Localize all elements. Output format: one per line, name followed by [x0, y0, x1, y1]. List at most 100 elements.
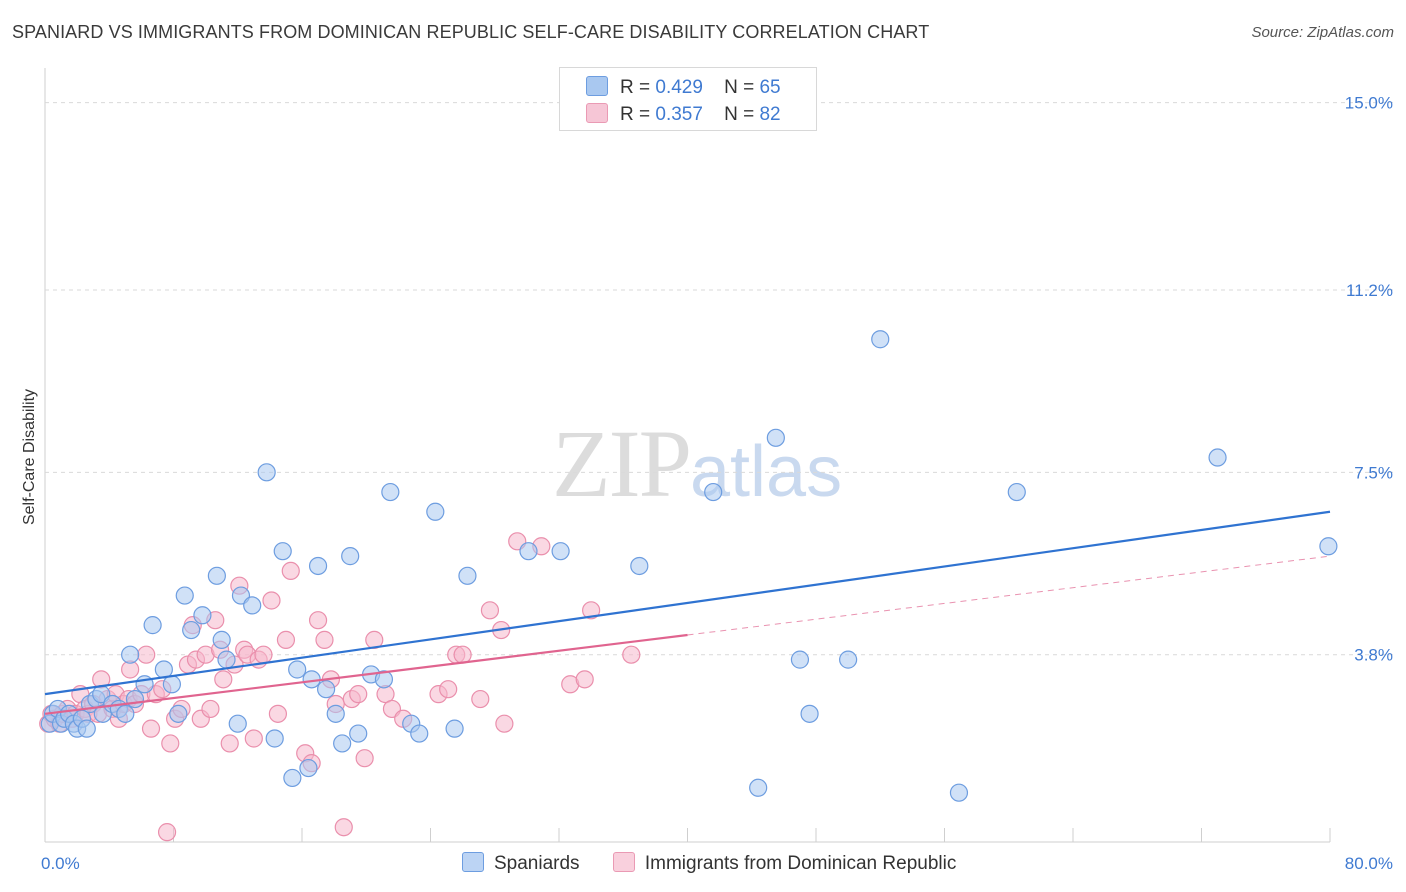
x-tick-label: 80.0% [1345, 854, 1393, 873]
dominican-point [582, 601, 601, 620]
x-tick-label: 0.0% [41, 854, 80, 873]
dominican-point [244, 729, 263, 748]
spaniards-point [445, 719, 464, 738]
legend-r-label: R = [620, 77, 651, 98]
spaniards-point [519, 542, 538, 561]
dominican-point [262, 591, 281, 610]
legend-n-value-spaniards: 65 [759, 77, 781, 98]
spaniards-point [349, 724, 368, 743]
spaniards-point [749, 778, 768, 797]
spaniards-point [116, 704, 135, 723]
legend-swatch-blue [586, 76, 608, 96]
spaniards-point [316, 680, 336, 699]
spaniards-point [121, 645, 140, 664]
spaniards-point [243, 596, 262, 615]
y-tick-label: 7.5% [1354, 463, 1393, 482]
spaniards-point [374, 670, 394, 689]
spaniards-point [790, 650, 810, 669]
legend-n-value-dominican: 82 [759, 104, 781, 125]
legend-item-spaniards[interactable]: Spaniards [462, 852, 580, 875]
dominican-point [315, 630, 334, 650]
dominican-point [201, 699, 220, 719]
spaniards-point [288, 660, 307, 679]
legend-row-dominican: R = 0.357 N = 82 [586, 103, 781, 125]
spaniards-point [949, 783, 969, 802]
spaniards-point [1208, 448, 1227, 467]
legend-n-label: N = [724, 77, 755, 98]
spaniards-point [704, 482, 723, 502]
spaniards-point [551, 542, 570, 561]
spaniards-point [169, 704, 188, 723]
spaniards-point [217, 650, 236, 669]
chart-title: SPANIARD VS IMMIGRANTS FROM DOMINICAN RE… [12, 22, 930, 42]
spaniards-point [207, 566, 226, 585]
dominican-point [157, 823, 177, 842]
legend-swatch-pink [612, 852, 635, 872]
dominican-point [495, 714, 514, 733]
spaniards-point [1319, 537, 1338, 556]
dominican-point [214, 670, 233, 689]
dominican-point [480, 601, 500, 620]
dominican-point [220, 734, 239, 753]
legend-item-dominican[interactable]: Immigrants from Dominican Republic [612, 852, 957, 875]
spaniards-point [265, 729, 284, 748]
spaniards-point [630, 556, 649, 576]
dominican-point [276, 630, 296, 650]
spaniards-point [839, 650, 858, 669]
spaniards-point [1007, 482, 1026, 502]
dominican-point [161, 734, 180, 753]
dominican-point [439, 680, 458, 699]
legend-row-spaniards: R = 0.429 N = 65 [586, 76, 781, 98]
stats-legend: R = 0.429 N = 65 R = 0.357 N = 82 [559, 67, 817, 131]
dominican-point [622, 645, 641, 664]
dominican-point [141, 719, 161, 738]
legend-swatch-blue [462, 852, 484, 872]
dominican-point [349, 685, 368, 704]
dominican-trend-line [44, 633, 688, 715]
spaniards-point [228, 714, 247, 733]
spaniards-point [800, 704, 819, 723]
spaniards-point [326, 704, 345, 723]
y-tick-label: 15.0% [1345, 94, 1393, 113]
spaniards-point [162, 675, 181, 694]
dominican-point [254, 645, 273, 664]
spaniards-point [212, 630, 231, 650]
legend-swatch-pink [586, 103, 608, 123]
dominican-point [308, 611, 328, 630]
legend-r-value-dominican: 0.357 [655, 104, 703, 125]
spaniards-point [182, 620, 201, 640]
spaniards-point [273, 542, 292, 561]
spaniards-point [381, 482, 400, 502]
spaniards-point [871, 330, 890, 349]
spaniards-point [426, 502, 445, 521]
y-tick-label: 3.8% [1354, 646, 1393, 665]
spaniards-point [410, 724, 429, 743]
dominican-point [355, 749, 374, 768]
spaniards-point [77, 719, 96, 738]
legend-label-dominican: Immigrants from Dominican Republic [644, 853, 957, 874]
spaniards-point [333, 734, 352, 753]
source-credit: Source: ZipAtlas.com [1251, 24, 1394, 41]
series-legend: Spaniards Immigrants from Dominican Repu… [462, 852, 984, 875]
spaniards-point [458, 566, 477, 585]
spaniards-point [308, 556, 328, 576]
legend-r-value-spaniards: 0.429 [655, 77, 703, 98]
y-tick-label: 11.2% [1346, 281, 1393, 300]
y-axis-label: Self-Care Disability [21, 389, 38, 525]
spaniards-point [125, 689, 145, 709]
dominican-point [575, 670, 594, 689]
spaniards-point [283, 768, 302, 788]
dominican-point [268, 704, 288, 723]
dominican-point [453, 645, 472, 664]
spaniards-trend-line [44, 510, 1331, 696]
legend-n-label: N = [724, 104, 755, 125]
dominican-point [281, 561, 300, 581]
legend-r-label: R = [620, 104, 651, 125]
spaniards-point [766, 428, 785, 447]
spaniards-point [175, 586, 194, 605]
legend-label-spaniards: Spaniards [494, 853, 580, 874]
spaniards-point [193, 606, 212, 625]
dominican-trend-extension [687, 555, 1331, 636]
spaniards-point [299, 758, 318, 778]
dominican-point [137, 645, 156, 664]
